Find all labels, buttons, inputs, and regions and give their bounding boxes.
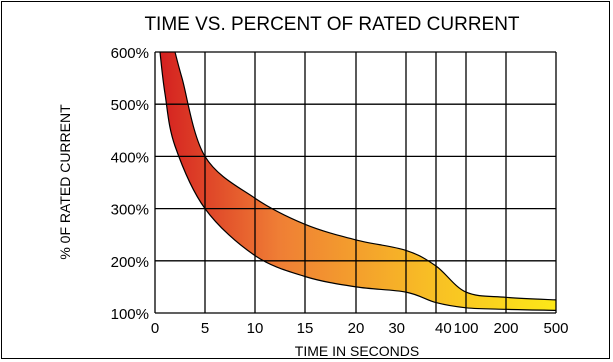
y-tick-label: 300%	[111, 202, 149, 219]
x-tick-label: 40	[435, 320, 452, 337]
x-tick-label: 20	[348, 320, 365, 337]
x-tick-label: 500	[543, 320, 568, 337]
y-tick-label: 600%	[111, 45, 149, 62]
y-tick-label: 100%	[111, 306, 149, 323]
x-tick-label: 100	[453, 320, 478, 337]
y-tick-labels: 600% 500% 400% 300% 200% 100%	[111, 45, 149, 323]
y-tick-label: 400%	[111, 149, 149, 166]
y-tick-label: 500%	[111, 97, 149, 114]
x-tick-label: 15	[297, 320, 314, 337]
y-tick-label: 200%	[111, 254, 149, 271]
x-tick-labels: 0 5 10 15 20 30 40 100 200 500	[151, 320, 569, 337]
x-tick-label: 200	[493, 320, 518, 337]
chart-title: TIME VS. PERCENT OF RATED CURRENT	[144, 14, 519, 35]
x-tick-label: 30	[388, 320, 405, 337]
x-axis-label: TIME IN SECONDS	[295, 343, 419, 359]
band-area	[160, 52, 556, 311]
x-tick-label: 0	[151, 320, 159, 337]
x-tick-label: 10	[247, 320, 264, 337]
lower-curve	[159, 51, 557, 311]
upper-curve	[174, 51, 557, 301]
x-tick-label: 5	[201, 320, 209, 337]
y-axis-label: % 0F RATED CURRENT	[57, 104, 73, 260]
plot-area	[154, 51, 557, 314]
